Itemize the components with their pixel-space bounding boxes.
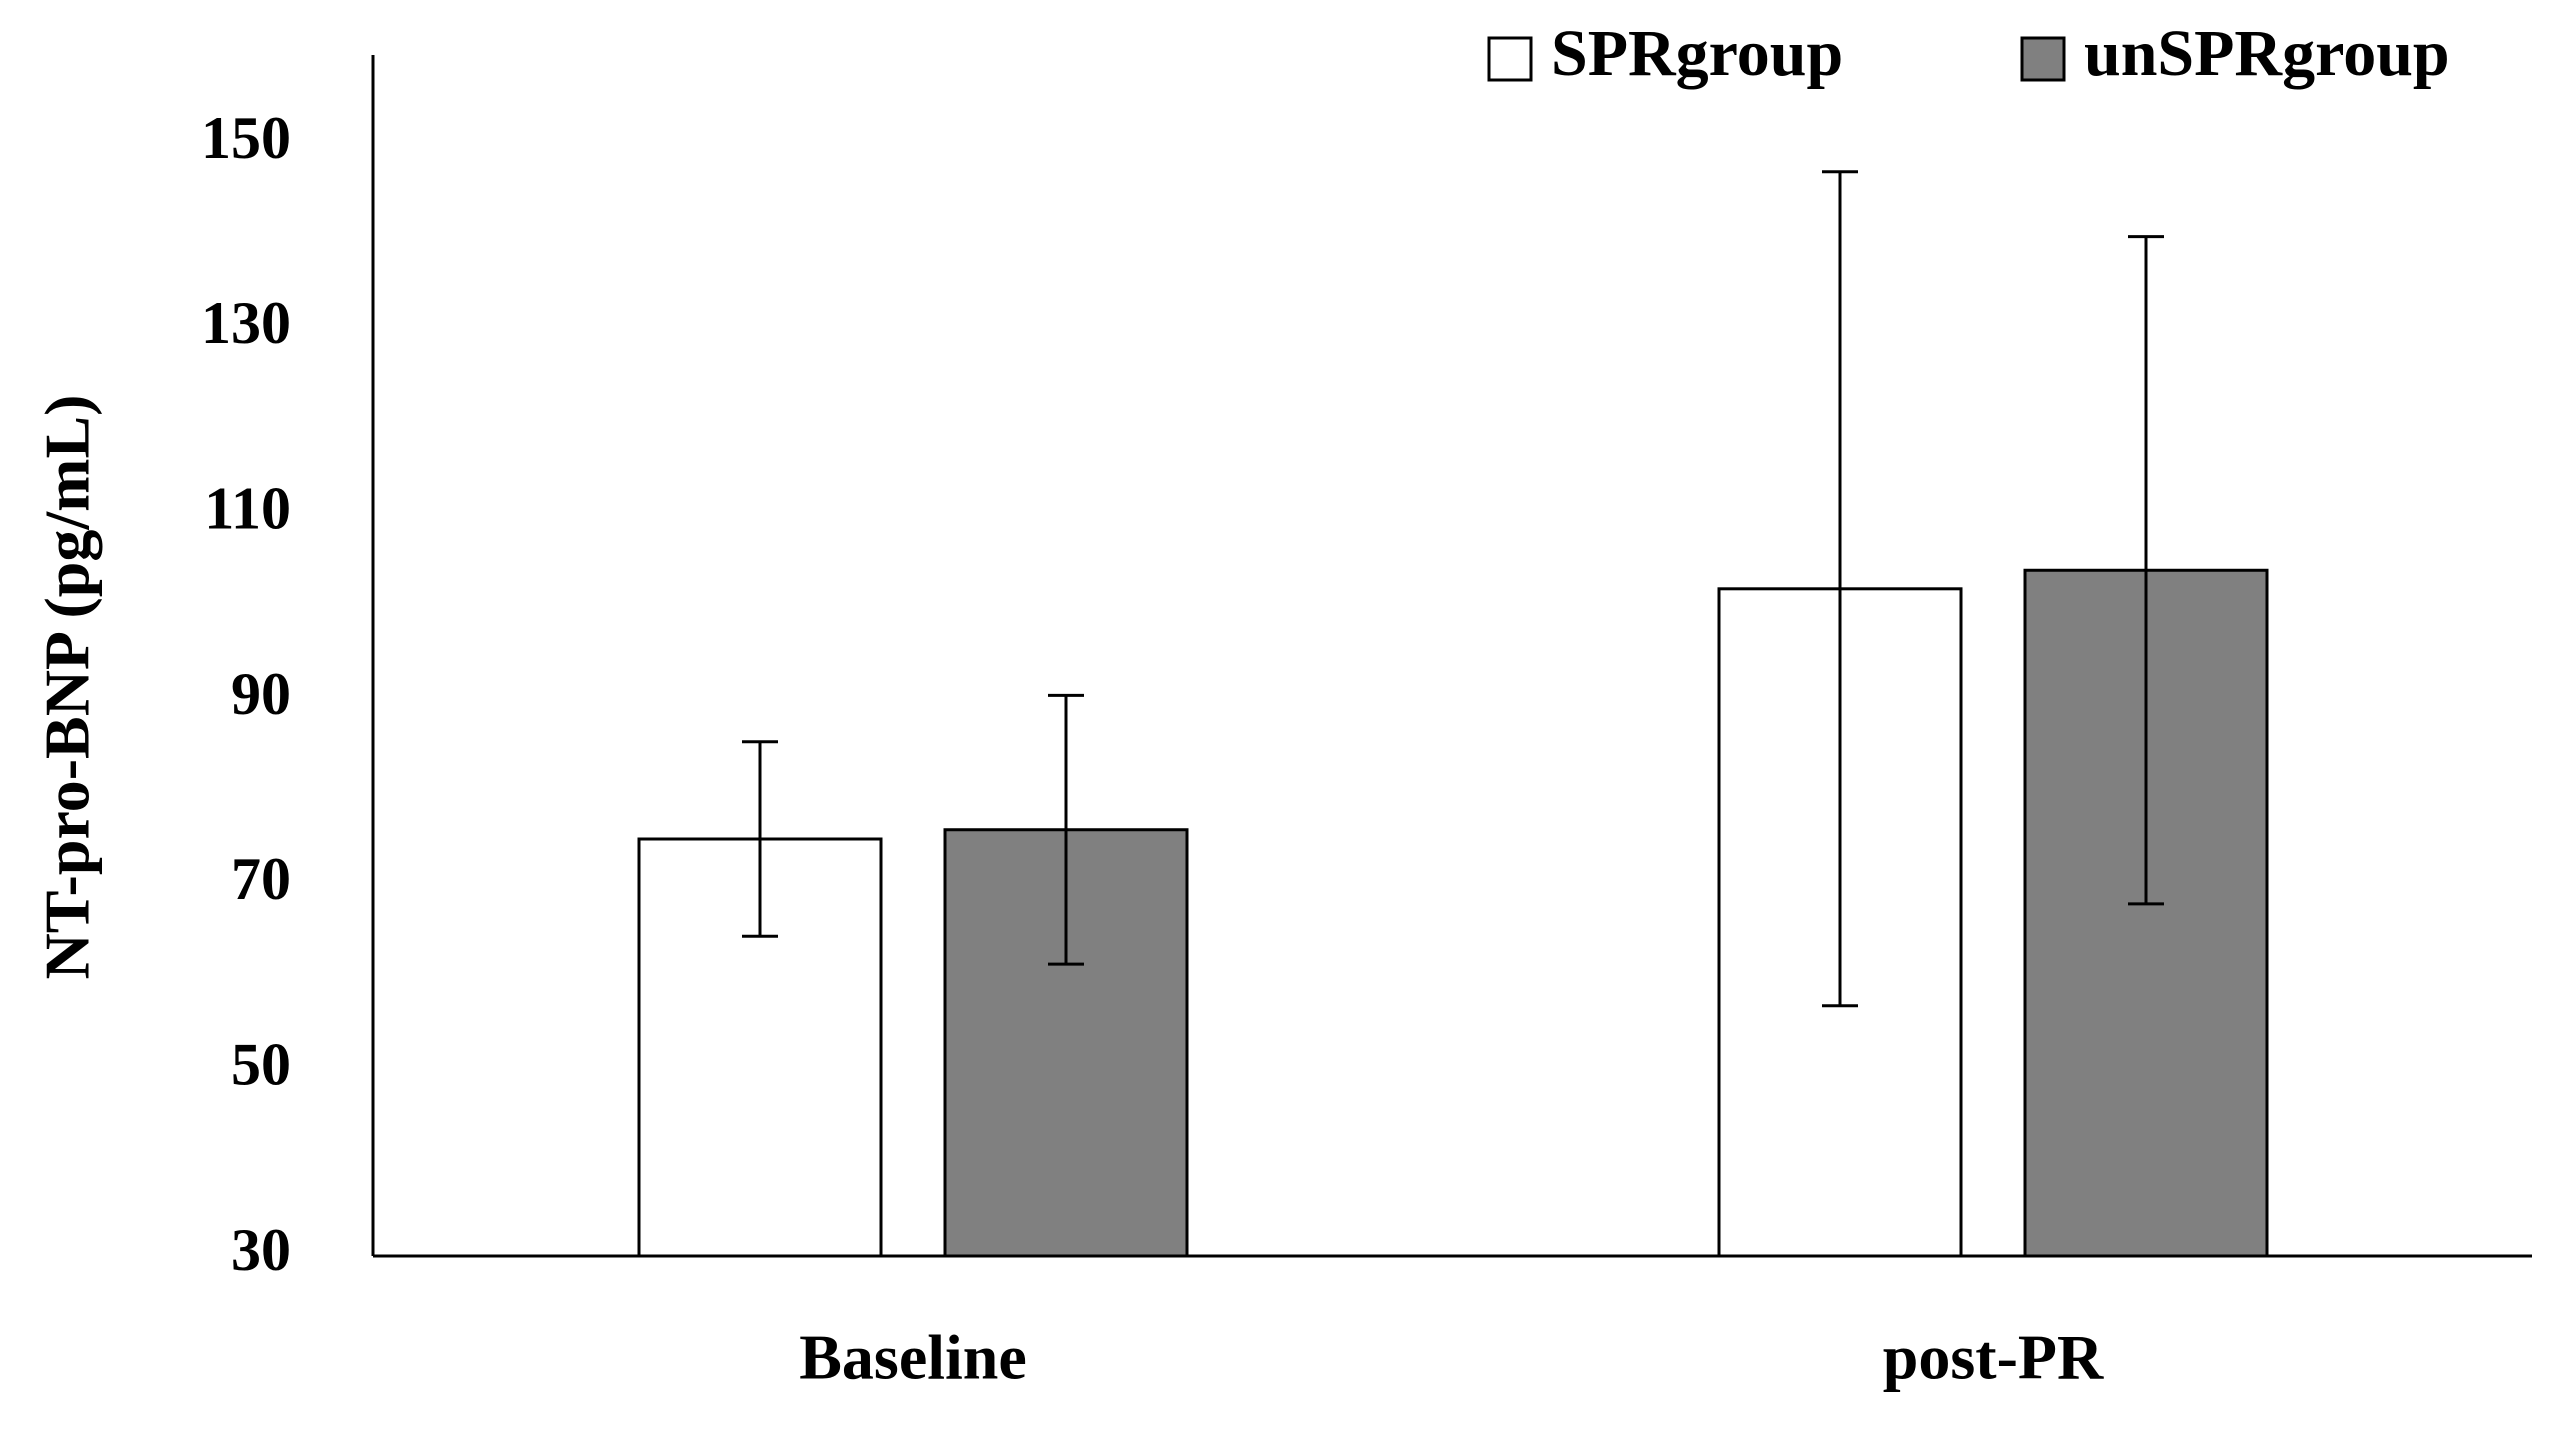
legend-swatch — [2020, 36, 2066, 82]
legend-label: SPRgroup — [1551, 17, 1843, 90]
legend-swatch — [1487, 36, 1533, 82]
legend-label: unSPRgroup — [2084, 17, 2450, 90]
y-axis-label: NT-pro-BNP (pg/mL) — [32, 395, 103, 980]
y-tick-label: 130 — [201, 290, 291, 356]
x-tick-label: Baseline — [799, 1322, 1027, 1393]
y-tick-label: 30 — [231, 1217, 291, 1283]
y-tick-label: 70 — [231, 846, 291, 912]
y-tick-label: 90 — [231, 661, 291, 727]
bar — [943, 828, 1189, 1258]
y-tick-label: 50 — [231, 1031, 291, 1097]
x-tick-label: post-PR — [1883, 1322, 2104, 1393]
y-tick-label: 150 — [201, 105, 291, 171]
y-tick-label: 110 — [204, 475, 291, 541]
